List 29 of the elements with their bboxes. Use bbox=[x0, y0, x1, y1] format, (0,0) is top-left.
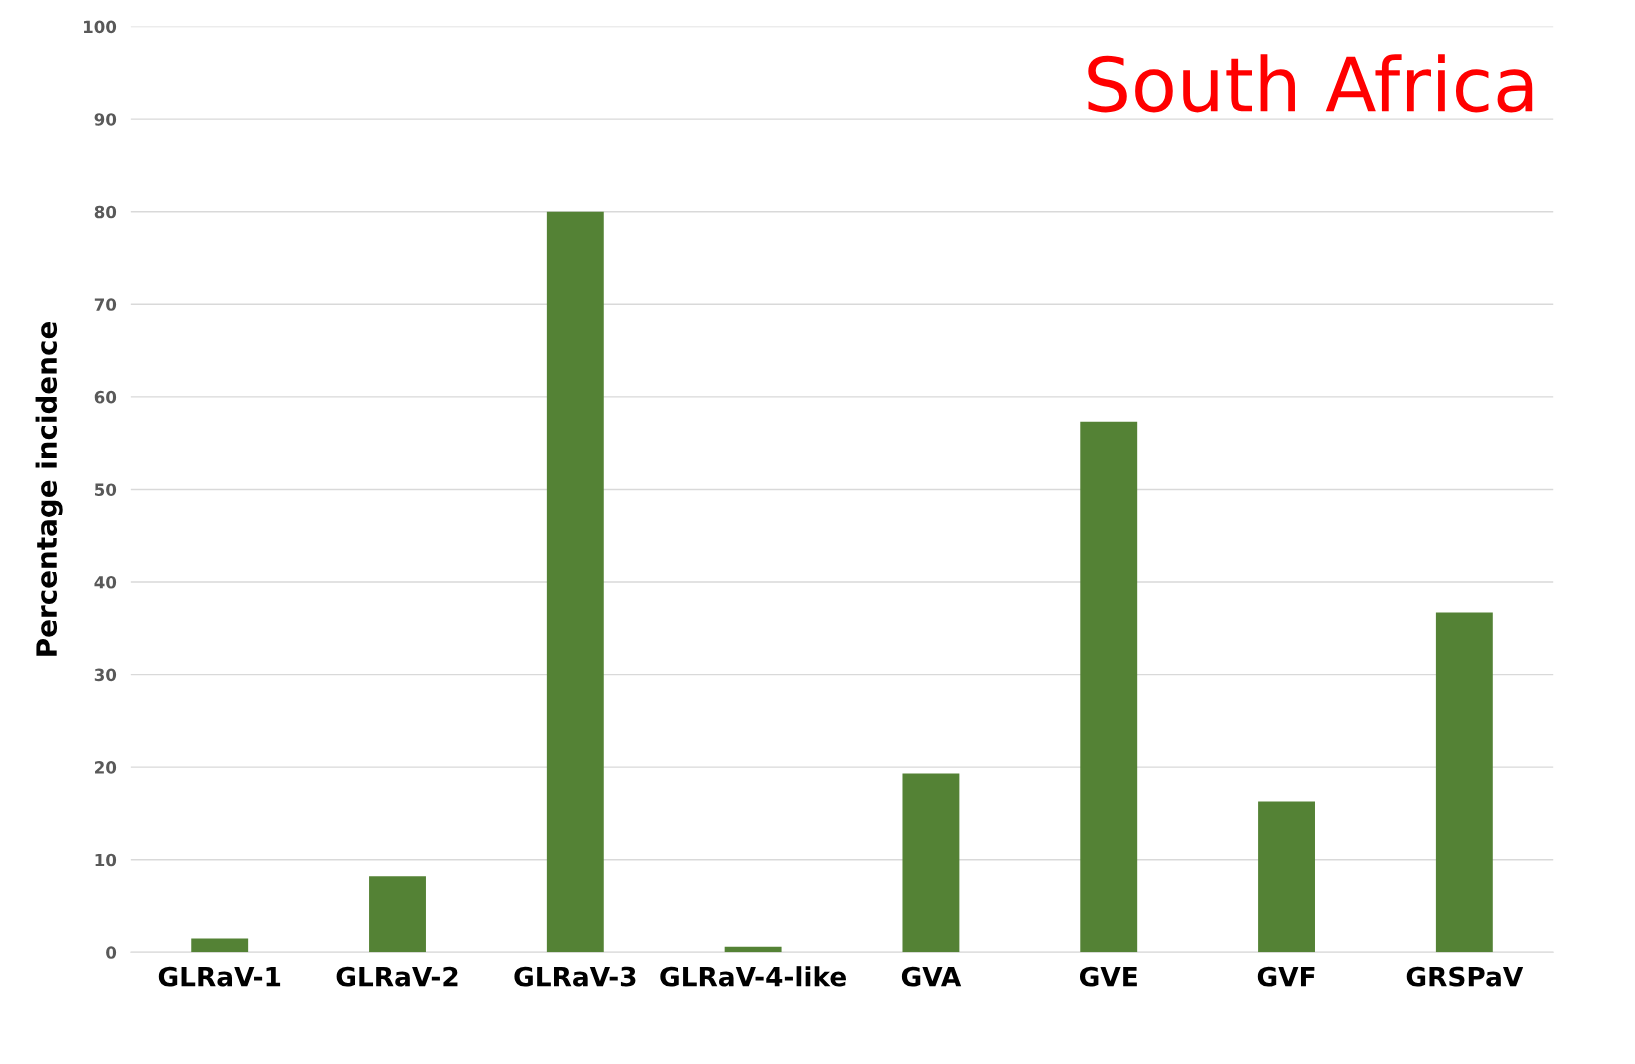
y-tick-label: 20 bbox=[95, 761, 117, 774]
y-axis-title: Percentage incidence bbox=[35, 322, 63, 656]
y-tick-label: 30 bbox=[94, 668, 117, 682]
x-tick-label: GLRaV-2 bbox=[336, 966, 458, 987]
y-tick-label: 60 bbox=[94, 390, 117, 404]
y-tick-label: 50 bbox=[95, 483, 117, 497]
bar bbox=[191, 938, 249, 953]
bar bbox=[1435, 612, 1493, 953]
x-tick-label: GRSPaV bbox=[1406, 966, 1524, 987]
y-tick-label: 100 bbox=[84, 20, 117, 34]
x-tick-label: GVE bbox=[1080, 966, 1137, 987]
chart-title: South Africa bbox=[1088, 54, 1533, 113]
bar bbox=[902, 773, 960, 953]
y-tick-label: 80 bbox=[94, 205, 117, 219]
bar bbox=[369, 876, 426, 953]
y-tick-label: 40 bbox=[94, 575, 117, 589]
y-tick-label: 10 bbox=[95, 853, 117, 867]
bar bbox=[1258, 801, 1315, 953]
bar bbox=[546, 211, 604, 953]
bar bbox=[1080, 421, 1138, 953]
x-tick-label: GLRaV-1 bbox=[158, 966, 281, 987]
x-tick-label: GLRaV-3 bbox=[514, 966, 636, 987]
y-tick-label: 90 bbox=[94, 113, 117, 126]
y-tick-label: 70 bbox=[94, 298, 117, 311]
x-tick-label: GVF bbox=[1257, 966, 1315, 987]
bar bbox=[724, 946, 782, 953]
y-tick-label: 0 bbox=[106, 946, 117, 959]
x-tick-label: GVA bbox=[901, 966, 962, 987]
x-tick-label: GLRaV-4-like bbox=[660, 966, 846, 987]
